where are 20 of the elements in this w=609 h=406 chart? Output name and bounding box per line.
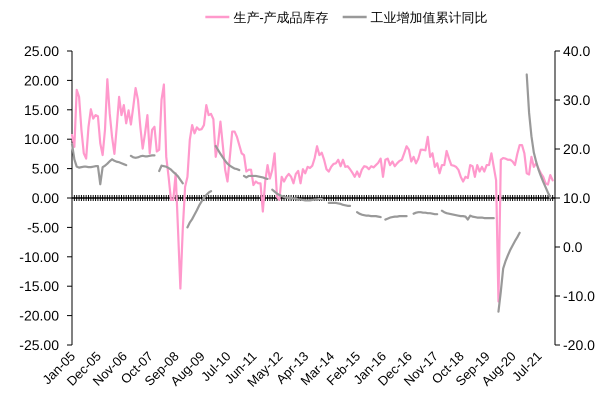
y-tick-label: 20.00: [24, 72, 60, 88]
y-tick-label: -15.00: [19, 278, 60, 294]
y2-tick-label: 0.0: [563, 239, 583, 255]
legend-label: 工业增加值累计同比: [370, 10, 488, 25]
y-tick-label: -20.00: [19, 308, 60, 324]
y-tick-label: -5.00: [27, 219, 60, 236]
y-tick-label: -25.00: [19, 337, 60, 353]
y2-tick-label: -10.0: [563, 288, 596, 304]
y2-tick-label: 40.0: [563, 43, 590, 59]
y2-tick-label: -20.0: [563, 337, 596, 353]
y-tick-label: 0.00: [32, 190, 60, 206]
y-tick-label: 15.00: [24, 102, 60, 118]
y2-tick-label: 20.0: [563, 141, 590, 157]
y2-tick-label: 30.0: [563, 92, 590, 108]
y2-tick-label: 10.0: [563, 190, 590, 206]
y-tick-label: 5.00: [32, 160, 60, 177]
y-tick-label: 10.00: [24, 131, 60, 148]
legend-label: 生产-产成品库存: [233, 10, 329, 25]
y-tick-label: 25.00: [24, 43, 60, 59]
y-tick-label: -10.00: [19, 248, 60, 265]
